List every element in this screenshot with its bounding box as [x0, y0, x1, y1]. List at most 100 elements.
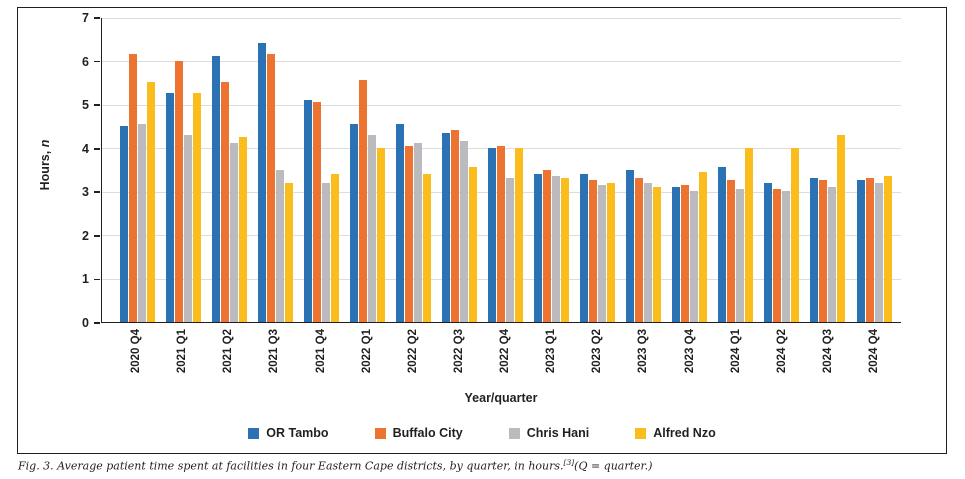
bar-group-2021-q1	[160, 18, 206, 322]
x-tick-label: 2024 Q4	[868, 329, 881, 374]
x-tick-cell: 2024 Q3	[805, 329, 851, 373]
bar-chris-hani	[644, 182, 653, 322]
bar-or-tambo	[626, 169, 635, 322]
bar-chris-hani	[321, 182, 330, 322]
bar-group-2023-q1	[529, 18, 575, 322]
bar-chris-hani	[782, 191, 791, 322]
bar-buffalo-city	[635, 178, 644, 322]
bar-or-tambo	[303, 99, 312, 322]
x-tick-cell: 2023 Q4	[667, 329, 713, 373]
bar-alfred-nzo	[422, 173, 431, 322]
y-axis-title: Hours, n	[38, 115, 52, 215]
legend-label: Chris Hani	[526, 426, 590, 440]
bar-group-2024-q1	[713, 18, 759, 322]
bar-buffalo-city	[128, 54, 137, 322]
x-tick-label: 2021 Q4	[314, 329, 327, 374]
y-tick-mark-2	[94, 235, 100, 237]
x-tick-cell: 2021 Q2	[205, 329, 251, 373]
bar-or-tambo	[534, 173, 543, 322]
y-tick-label-5: 5	[82, 98, 89, 113]
x-tick-label: 2021 Q1	[176, 329, 189, 374]
caption-text: Fig. 3. Average patient time spent at fa…	[18, 459, 564, 473]
bar-chris-hani	[275, 169, 284, 322]
x-tick-cell: 2022 Q3	[436, 329, 482, 373]
bar-alfred-nzo	[192, 93, 201, 322]
legend-item-alfred-nzo: Alfred Nzo	[635, 426, 716, 440]
y-axis-title-text: Hours,	[38, 147, 52, 191]
bar-or-tambo	[349, 123, 358, 322]
bar-chris-hani	[459, 141, 468, 322]
y-tick-label-0: 0	[82, 316, 89, 330]
bar-alfred-nzo	[791, 147, 800, 322]
y-tick-label-7: 7	[82, 11, 89, 25]
legend-item-chris-hani: Chris Hani	[508, 426, 590, 440]
bar-buffalo-city	[497, 145, 506, 322]
bar-or-tambo	[810, 178, 819, 322]
bar-group-2022-q1	[344, 18, 390, 322]
bar-group-2022-q3	[436, 18, 482, 322]
gridline-y-6	[102, 61, 901, 63]
legend: OR Tambo Buffalo City Chris Hani Alfred Nzo	[18, 426, 946, 440]
bar-group-2022-q4	[483, 18, 529, 322]
bar-buffalo-city	[865, 178, 874, 322]
x-tick-cell: 2021 Q3	[251, 329, 297, 373]
y-tick-label-2: 2	[82, 228, 89, 243]
y-axis-title-variable: n	[38, 139, 52, 148]
y-tick-mark-6	[94, 60, 100, 63]
bar-buffalo-city	[589, 180, 598, 322]
bar-chris-hani	[552, 176, 561, 322]
bar-alfred-nzo	[284, 182, 293, 322]
x-tick-label: 2022 Q2	[406, 329, 419, 374]
x-tick-label: 2022 Q1	[360, 329, 373, 374]
y-tick-label-3: 3	[82, 185, 89, 200]
y-tick-label-1: 1	[82, 272, 89, 287]
bar-or-tambo	[211, 56, 220, 322]
y-tick-mark-7	[94, 17, 100, 19]
bar-or-tambo	[764, 182, 773, 322]
bar-alfred-nzo	[468, 167, 477, 322]
x-tick-label: 2022 Q3	[452, 329, 465, 374]
bar-alfred-nzo	[699, 171, 708, 322]
bar-or-tambo	[395, 123, 404, 322]
x-tick-cell: 2021 Q1	[159, 329, 205, 373]
legend-item-buffalo-city: Buffalo City	[374, 426, 463, 440]
bar-buffalo-city	[819, 180, 828, 322]
x-tick-label: 2023 Q2	[591, 329, 604, 374]
bar-buffalo-city	[266, 54, 275, 322]
bar-or-tambo	[119, 125, 128, 322]
x-tick-cell: 2022 Q4	[482, 329, 528, 373]
bar-buffalo-city	[220, 82, 229, 322]
x-axis-tick-labels: 2020 Q4 2021 Q1 2021 Q2 2021 Q3 2021 Q4 2022 …	[101, 329, 901, 373]
bar-chris-hani	[828, 186, 837, 322]
x-tick-label: 2024 Q2	[775, 329, 788, 374]
figure-caption: Fig. 3. Average patient time spent at fa…	[18, 458, 948, 473]
caption-note: (Q = quarter.)	[574, 459, 653, 473]
bar-group-2023-q2	[575, 18, 621, 322]
x-tick-cell: 2024 Q4	[851, 329, 897, 373]
x-tick-cell: 2023 Q1	[528, 329, 574, 373]
x-tick-label: 2024 Q3	[821, 329, 834, 374]
x-tick-label: 2023 Q4	[683, 329, 696, 374]
legend-swatch-alfred-nzo	[635, 427, 647, 439]
bar-group-2024-q4	[851, 18, 897, 322]
y-tick-mark-3	[94, 191, 100, 194]
y-tick-label-4: 4	[82, 141, 89, 156]
bar-alfred-nzo	[745, 147, 754, 322]
bar-chris-hani	[413, 143, 422, 322]
x-tick-label: 2021 Q2	[222, 329, 235, 374]
x-tick-label: 2020 Q4	[130, 329, 143, 374]
x-tick-cell: 2022 Q2	[390, 329, 436, 373]
bar-alfred-nzo	[883, 176, 892, 322]
legend-item-or-tambo: OR Tambo	[248, 426, 329, 440]
legend-label: Alfred Nzo	[653, 426, 716, 440]
legend-swatch-chris-hani	[508, 427, 520, 439]
bar-group-2021-q4	[298, 18, 344, 322]
gridline-y-5	[102, 104, 901, 106]
legend-label: Buffalo City	[392, 426, 463, 440]
bar-alfred-nzo	[146, 82, 155, 322]
bar-buffalo-city	[727, 180, 736, 322]
x-tick-label: 2024 Q1	[729, 329, 742, 374]
bar-buffalo-city	[773, 189, 782, 322]
bar-or-tambo	[488, 147, 497, 322]
y-tick-mark-5	[94, 104, 100, 106]
